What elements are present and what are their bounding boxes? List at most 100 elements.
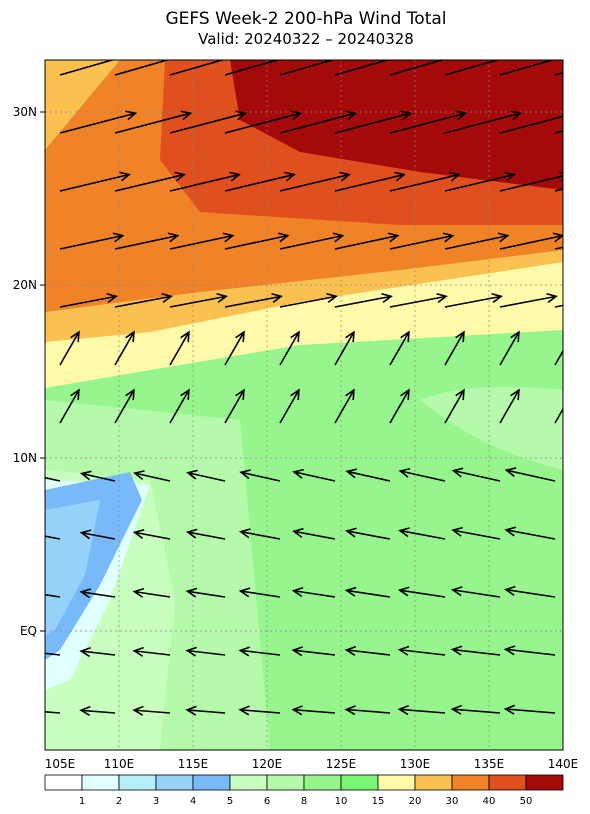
title: GEFS Week-2 200-hPa Wind Total [165, 9, 446, 29]
wind-arrow [169, 388, 190, 424]
subtitle: Valid: 20240322 – 20240328 [198, 30, 414, 48]
wind-arrow [554, 407, 563, 424]
wind-arrow [279, 60, 336, 76]
wind-arrow [114, 330, 135, 366]
wind-arrow [169, 171, 241, 192]
lon-label: 110E [104, 757, 135, 771]
colorbar-label: 50 [520, 796, 533, 807]
colorbar-label: 2 [116, 796, 122, 807]
colorbar-label: 6 [264, 796, 270, 807]
wind-arrow [345, 468, 391, 482]
colorbar-box [266, 774, 305, 791]
wind-arrow [132, 705, 171, 716]
wind-arrow [224, 330, 245, 366]
wind-arrow [504, 526, 556, 540]
wind-arrow [292, 468, 336, 482]
wind-arrow [238, 705, 281, 716]
colorbar-label: 3 [153, 796, 159, 807]
lat-label: EQ [20, 624, 37, 638]
wind-arrow [224, 388, 245, 424]
lat-label: 20N [13, 278, 37, 292]
wind-arrow [344, 586, 391, 598]
wind-arrow [185, 587, 226, 598]
wind-arrow [238, 528, 281, 540]
wind-arrow [114, 60, 171, 76]
wind-arrow [503, 645, 556, 656]
wind-arrow [504, 467, 556, 482]
wind-arrow [185, 646, 226, 657]
wind-arrow [398, 527, 446, 540]
wind-arrow [499, 388, 520, 424]
wind-arrow [389, 330, 410, 366]
wind-arrow [132, 587, 171, 598]
colorbar-box [488, 774, 527, 791]
wind-arrow [59, 60, 116, 76]
colorbar-box [340, 774, 379, 791]
wind-arrow [132, 646, 171, 657]
wind-arrow [450, 645, 501, 656]
lon-label: 115E [178, 757, 209, 771]
colorbar-box [414, 774, 453, 791]
wind-arrow [79, 705, 116, 717]
lon-label: 130E [400, 757, 431, 771]
wind-arrow [59, 110, 138, 134]
wind-arrow [451, 467, 501, 482]
wind-arrow [114, 171, 186, 192]
wind-arrow [279, 171, 351, 192]
colorbar-label: 20 [409, 796, 422, 807]
colorbar-label: 40 [483, 796, 496, 807]
wind-arrow [133, 470, 171, 482]
wind-arrow [45, 593, 61, 598]
wind-arrow [291, 646, 336, 657]
lon-label: 120E [252, 757, 283, 771]
wind-arrow [185, 705, 226, 716]
wind-arrow [344, 705, 391, 716]
wind-arrow [334, 232, 400, 250]
wind-arrow [444, 388, 465, 424]
wind-arrow [451, 526, 501, 540]
colorbar-box [451, 774, 490, 791]
wind-arrow [334, 330, 355, 366]
wind-arrow [59, 292, 118, 308]
wind-arrow [279, 232, 345, 250]
wind-arrow [114, 232, 180, 250]
wind-arrow [59, 171, 131, 192]
wind-arrow [238, 646, 281, 657]
wind-arrow [114, 388, 135, 424]
wind-arrow [224, 110, 303, 134]
wind-arrow [503, 704, 556, 715]
colorbar-label: 10 [335, 796, 348, 807]
colorbar-label: 5 [227, 796, 233, 807]
wind-arrow [45, 535, 61, 540]
wind-arrow [398, 467, 446, 482]
wind-arrow [238, 587, 281, 598]
map-field [45, 60, 563, 750]
wind-arrow [444, 60, 501, 76]
wind-arrow [79, 588, 116, 599]
wind-arrow [279, 388, 300, 424]
lon-label: 125E [326, 757, 357, 771]
wind-arrow [45, 476, 61, 482]
wind-arrow [45, 710, 61, 714]
colorbar-label: 15 [372, 796, 385, 807]
wind-arrow [114, 110, 193, 134]
colorbar-box [192, 774, 231, 791]
wind-arrow [450, 586, 501, 598]
colorbar-label: 30 [446, 796, 459, 807]
wind-arrow [239, 469, 281, 482]
wind-arrow [499, 292, 558, 308]
wind-arrow [59, 330, 80, 366]
wind-arrow [504, 585, 556, 598]
lon-label: 105E [45, 757, 76, 771]
wind-arrow [345, 527, 391, 540]
colorbar-label: 8 [301, 796, 307, 807]
wind-arrow [169, 110, 248, 134]
wind-arrow [224, 171, 296, 192]
wind-arrow [397, 704, 446, 716]
wind-arrow [389, 292, 448, 308]
wind-arrow [397, 645, 446, 656]
lat-label: 30N [13, 105, 37, 119]
wind-arrow [169, 330, 190, 366]
wind-arrow [291, 705, 336, 716]
